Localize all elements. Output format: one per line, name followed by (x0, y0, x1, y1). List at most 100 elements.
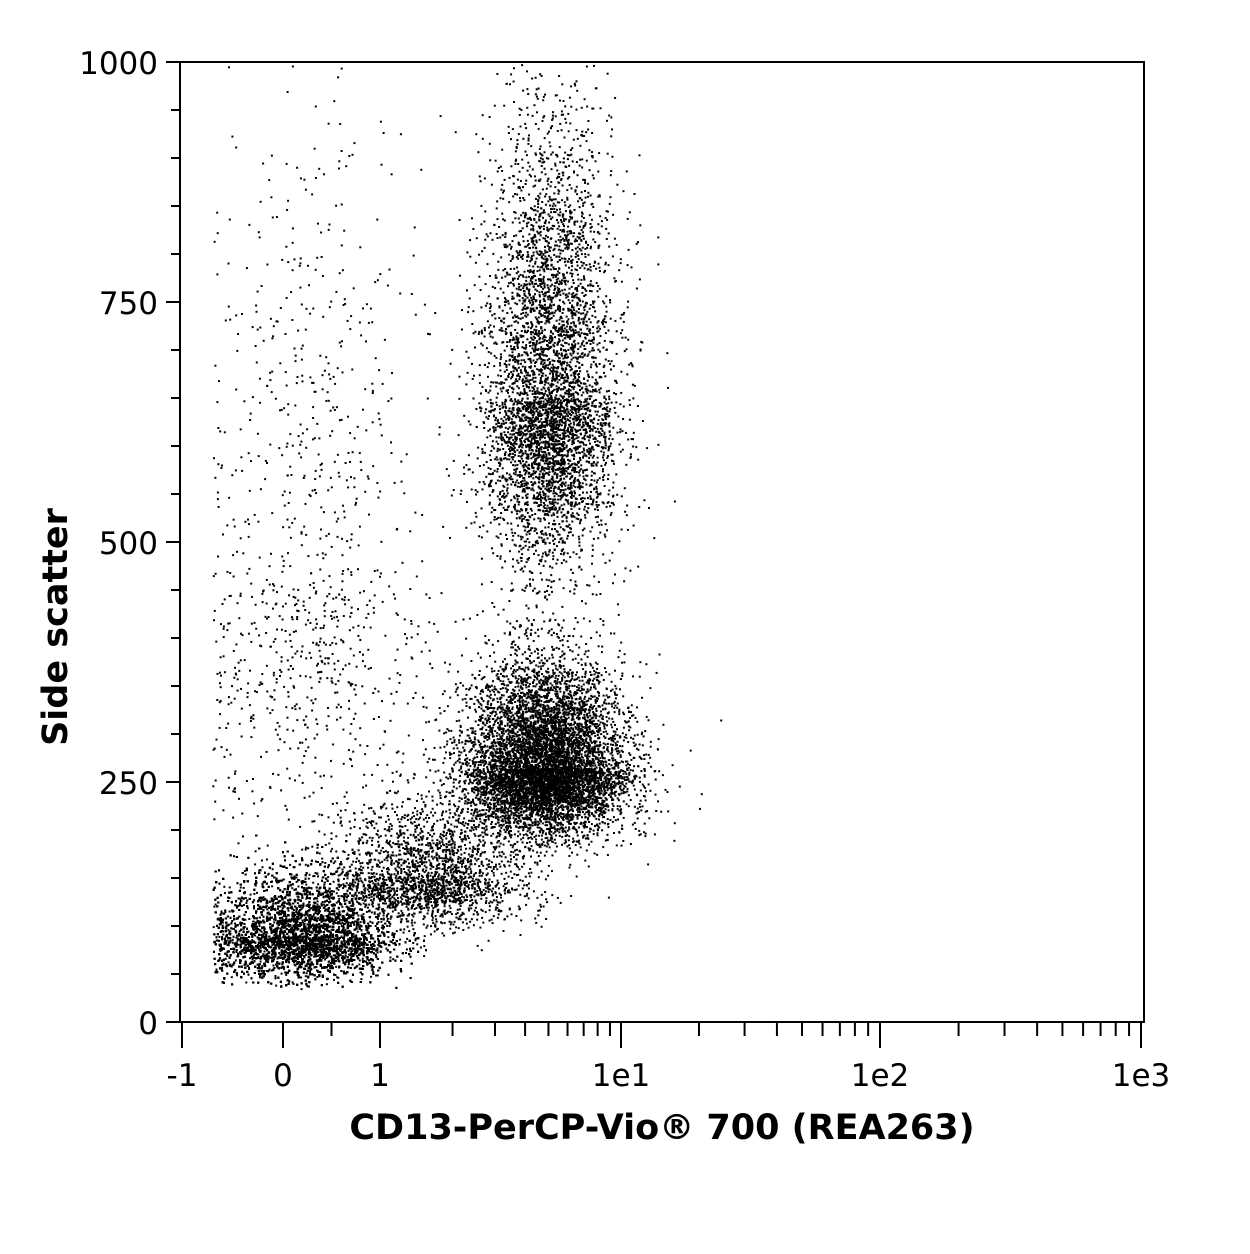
data-point (245, 902, 248, 904)
data-point (235, 949, 238, 951)
data-point (277, 907, 279, 910)
data-point (325, 983, 328, 986)
data-point (303, 924, 306, 926)
data-point (358, 959, 361, 962)
data-point (221, 921, 224, 924)
data-point (324, 861, 327, 864)
data-point (341, 937, 344, 939)
data-point (329, 932, 332, 935)
data-point (222, 933, 225, 936)
data-point (374, 878, 376, 881)
data-point (358, 925, 361, 928)
data-point (229, 939, 232, 942)
data-point (333, 919, 336, 922)
data-points (212, 64, 723, 991)
data-point (334, 922, 337, 925)
data-point (370, 911, 373, 914)
data-point (249, 893, 252, 896)
data-point (308, 985, 310, 988)
data-point (412, 942, 415, 944)
data-point (294, 938, 297, 941)
data-point (239, 886, 242, 889)
data-point (312, 915, 315, 918)
data-point (430, 933, 432, 936)
data-point (408, 930, 411, 933)
data-point (281, 916, 284, 919)
data-point (262, 896, 265, 899)
data-point (240, 924, 242, 927)
data-point (256, 931, 259, 934)
data-point (278, 938, 281, 941)
data-point (342, 928, 344, 931)
data-point (258, 965, 260, 968)
data-point (249, 957, 251, 960)
data-point (327, 952, 330, 955)
data-point (318, 830, 321, 833)
data-point (355, 925, 358, 928)
data-point (281, 963, 284, 965)
data-point (296, 902, 299, 905)
data-point (309, 965, 311, 968)
data-point (392, 958, 395, 961)
data-point (361, 957, 364, 960)
data-point (326, 944, 329, 947)
data-point (388, 925, 391, 927)
data-point (251, 939, 254, 942)
data-point (291, 887, 294, 890)
data-point (317, 883, 320, 886)
data-point (266, 915, 269, 918)
data-point (256, 891, 258, 894)
data-point (272, 902, 275, 905)
data-point (406, 937, 409, 940)
data-point (416, 943, 419, 946)
data-point (224, 892, 226, 895)
data-point (355, 942, 358, 945)
data-point (308, 873, 311, 876)
data-point (306, 923, 309, 926)
data-point (309, 964, 312, 967)
data-point (231, 920, 234, 922)
data-point (364, 960, 367, 963)
data-point (366, 950, 369, 953)
data-point (294, 900, 297, 903)
data-point (261, 934, 264, 937)
data-point (259, 946, 262, 949)
data-point (376, 974, 379, 977)
data-point (340, 922, 343, 925)
data-point (340, 948, 343, 951)
data-point (225, 940, 227, 943)
data-point (370, 975, 372, 978)
data-point (318, 932, 321, 935)
data-point (306, 919, 309, 921)
data-point (366, 963, 369, 966)
data-point (298, 951, 301, 954)
data-point (325, 938, 328, 941)
data-point (219, 957, 221, 960)
data-point (277, 962, 280, 965)
data-point (307, 847, 310, 850)
data-point (271, 868, 274, 871)
data-point (231, 910, 234, 913)
data-point (243, 925, 246, 928)
data-point (254, 934, 256, 937)
data-point (313, 952, 316, 955)
data-point (344, 954, 347, 957)
data-point (224, 909, 227, 912)
data-point (328, 921, 331, 924)
data-point (243, 913, 246, 916)
data-point (399, 938, 402, 941)
data-point (253, 899, 256, 902)
data-point (320, 902, 323, 905)
data-point (312, 950, 315, 953)
data-point (313, 901, 315, 904)
data-point (257, 953, 260, 956)
data-point (321, 901, 324, 903)
data-point (310, 907, 313, 910)
data-point (247, 966, 250, 969)
data-point (380, 926, 383, 929)
data-point (280, 972, 283, 975)
data-point (301, 919, 304, 922)
data-point (309, 966, 312, 969)
data-point (267, 872, 270, 875)
data-point (383, 943, 386, 946)
